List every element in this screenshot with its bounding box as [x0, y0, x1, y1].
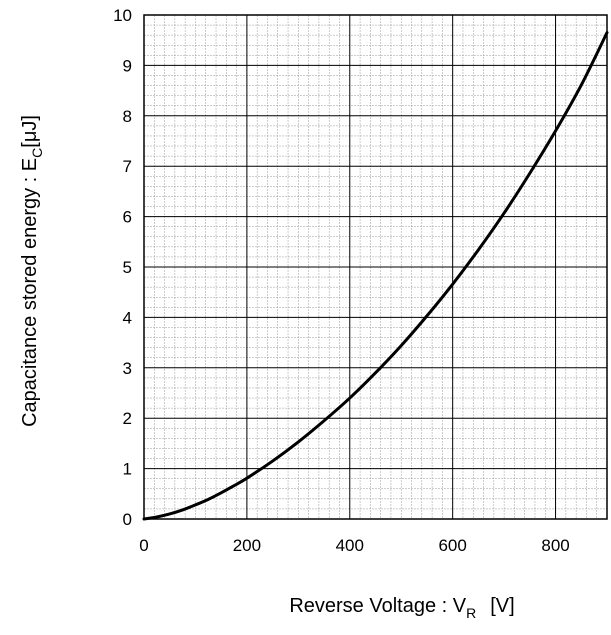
y-axis-label: Capacitance stored energy : EC[μJ]	[19, 115, 45, 427]
y-tick-label: 10	[113, 6, 132, 25]
y-tick-label: 7	[123, 157, 132, 176]
x-tick-label: 400	[336, 536, 364, 555]
energy-curve	[142, 31, 609, 521]
y-tick-label: 9	[123, 56, 132, 75]
y-tick-label: 0	[123, 510, 132, 529]
plot-frame	[143, 14, 608, 520]
y-tick-labels: 0 1 2 3 4 5 6 7 8 9 10	[113, 6, 132, 529]
x-tick-label: 200	[233, 536, 261, 555]
y-tick-label: 3	[123, 359, 132, 378]
y-tick-label: 1	[123, 460, 132, 479]
x-tick-label: 0	[139, 536, 148, 555]
x-tick-labels: 0 200 400 600 800	[139, 536, 569, 555]
series-layer	[142, 31, 609, 521]
x-tick-label: 800	[541, 536, 569, 555]
x-tick-label: 600	[438, 536, 466, 555]
major-grid	[144, 15, 607, 519]
y-tick-label: 4	[123, 308, 132, 327]
y-tick-label: 5	[123, 258, 132, 277]
x-axis-label: Reverse Voltage : VR [V]	[289, 595, 514, 621]
y-tick-label: 6	[123, 208, 132, 227]
y-tick-label: 2	[123, 409, 132, 428]
y-tick-label: 8	[123, 107, 132, 126]
